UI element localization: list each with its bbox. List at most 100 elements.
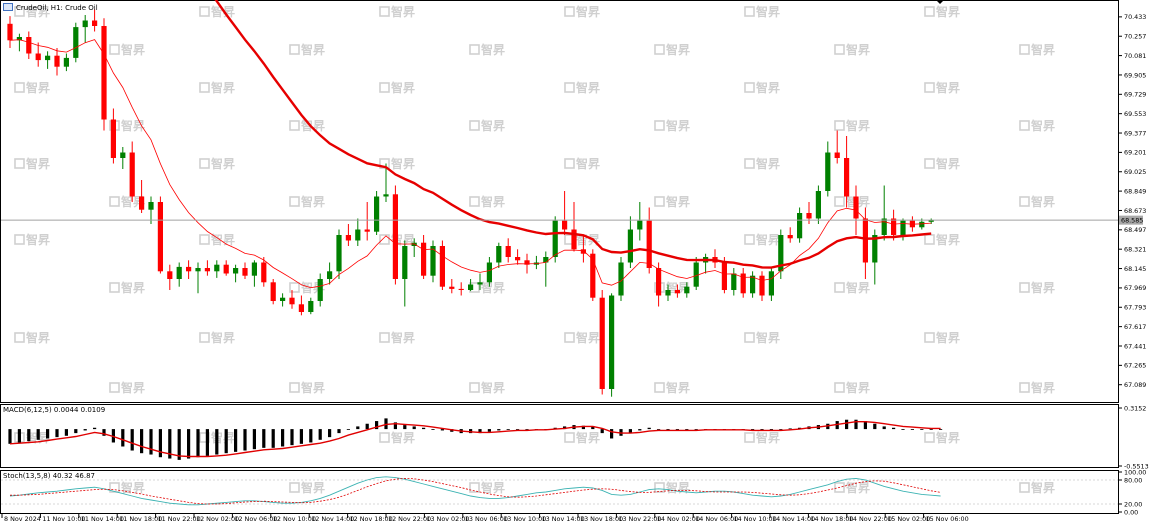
candle[interactable] [289,290,295,309]
current-price-badge[interactable] [1119,215,1143,225]
candle[interactable] [477,273,483,291]
candle[interactable] [627,216,633,268]
candle[interactable] [665,284,671,302]
candle[interactable] [928,218,934,225]
candle[interactable] [223,260,229,276]
candle[interactable] [157,196,163,274]
candle[interactable] [63,53,69,72]
candle[interactable] [562,191,568,235]
candle[interactable] [176,262,182,287]
candle[interactable] [674,284,680,298]
candle[interactable] [486,257,492,287]
candle[interactable] [449,279,455,294]
candle[interactable] [120,147,126,169]
candle[interactable] [402,240,408,307]
candle[interactable] [496,242,502,268]
candle[interactable] [139,180,145,213]
candle[interactable] [430,240,436,283]
candle[interactable] [825,141,831,197]
candle[interactable] [383,163,389,203]
candle[interactable] [656,262,662,307]
candle[interactable] [308,297,314,315]
price-axis[interactable]: 70.433 70.257 70.081 69.905 69.729 69.553 69.3… [1,13,1146,389]
candle[interactable] [815,185,821,225]
candle[interactable] [571,202,577,252]
candle[interactable] [515,249,521,265]
candle[interactable] [693,257,699,290]
candle[interactable] [92,9,98,32]
candle[interactable] [740,268,746,298]
candle[interactable] [580,235,586,263]
candle[interactable] [7,16,13,48]
candle[interactable] [364,202,370,241]
macd-histogram-bar [318,429,322,440]
price-tick-label: 70.433 [1124,13,1146,21]
candle[interactable] [45,51,51,69]
candle[interactable] [251,260,257,287]
candle[interactable] [759,271,765,301]
candle[interactable] [26,31,32,60]
macd-histogram-bar [497,429,501,431]
watermark-text: 智昇 [210,156,235,171]
candle[interactable] [298,295,304,316]
candle[interactable] [646,207,652,274]
watermark-glyph-icon [289,282,300,293]
candle[interactable] [768,268,774,301]
candle[interactable] [844,136,850,208]
watermark-logo: 智昇 [654,118,690,133]
price-pane[interactable] [7,0,934,397]
candle[interactable] [374,191,380,235]
candle[interactable] [82,15,88,43]
candle[interactable] [505,238,511,263]
candle[interactable] [891,209,897,241]
candle[interactable] [101,18,107,131]
candle[interactable] [336,229,342,280]
candle[interactable] [148,196,154,225]
candle[interactable] [787,227,793,243]
candle[interactable] [590,249,596,301]
candle[interactable] [186,260,192,279]
candle[interactable] [327,262,333,285]
candle[interactable] [35,42,41,67]
candle[interactable] [204,260,210,276]
candle[interactable] [167,264,173,290]
candle[interactable] [421,235,427,279]
candle[interactable] [317,273,323,307]
candle[interactable] [54,48,60,76]
stoch-pane[interactable] [1,476,1118,506]
candle[interactable] [439,240,445,291]
candle[interactable] [110,108,116,164]
candle[interactable] [355,218,361,247]
candle[interactable] [618,257,624,301]
watermark-logo: 智昇 [469,42,505,57]
candle[interactable] [270,279,276,305]
candle[interactable] [609,293,615,397]
candle[interactable] [637,202,643,241]
candle[interactable] [214,260,220,278]
candle[interactable] [599,290,605,395]
candle[interactable] [16,33,22,52]
candle[interactable] [195,262,201,294]
candle[interactable] [684,282,690,298]
candle[interactable] [750,271,756,298]
candle[interactable] [543,251,549,287]
candle[interactable] [129,141,135,203]
candle[interactable] [468,279,474,292]
candle[interactable] [552,216,558,263]
candle[interactable] [731,268,737,296]
macd-pane[interactable] [8,418,943,460]
candle[interactable] [261,257,267,287]
candle[interactable] [881,185,887,241]
candle[interactable] [280,293,286,307]
candle[interactable] [797,207,803,243]
candle[interactable] [392,185,398,285]
candle[interactable] [242,262,248,280]
candle[interactable] [834,130,840,164]
candle[interactable] [233,264,239,283]
candle[interactable] [458,282,464,296]
candle[interactable] [73,22,79,63]
candle[interactable] [345,224,351,246]
